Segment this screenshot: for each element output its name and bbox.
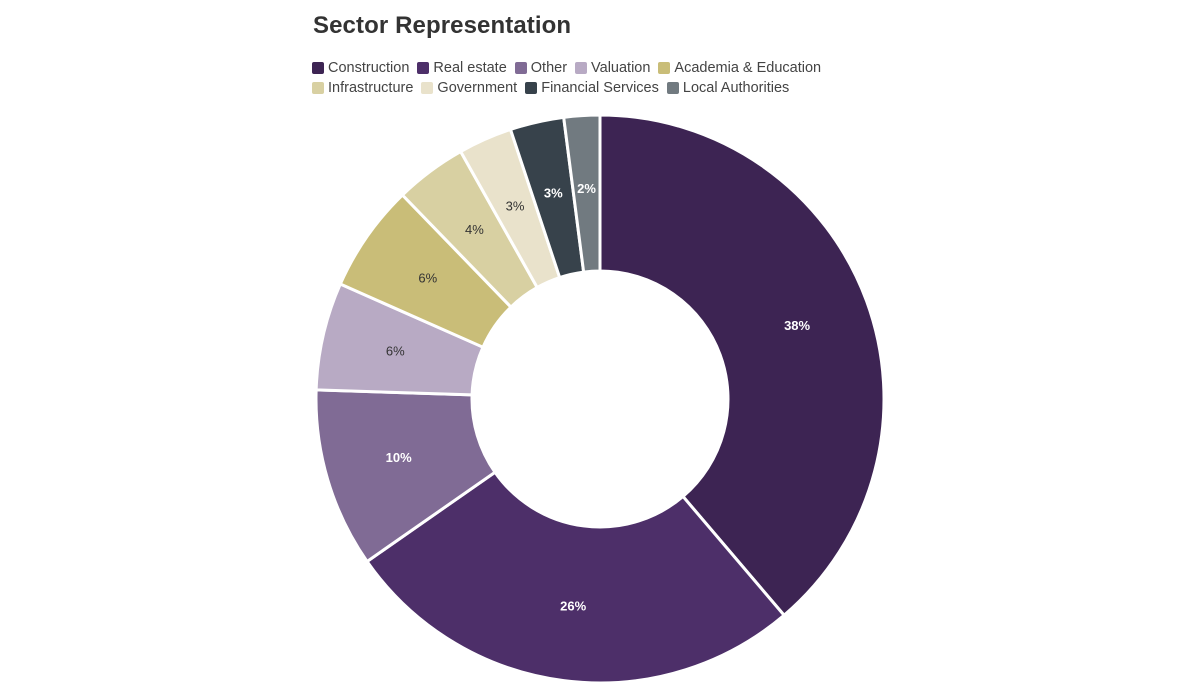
legend-item[interactable]: Local Authorities xyxy=(666,79,790,96)
donut-slice[interactable] xyxy=(562,113,602,274)
legend-item[interactable]: Other xyxy=(514,59,568,76)
legend-label: Valuation xyxy=(591,59,651,76)
legend-item[interactable]: Real estate xyxy=(417,59,507,76)
legend-label: Local Authorities xyxy=(682,79,790,96)
legend-label: Other xyxy=(530,59,568,76)
legend-label: Construction xyxy=(328,59,410,76)
legend-label: Financial Services xyxy=(541,79,659,96)
legend-item[interactable]: Construction xyxy=(312,59,409,76)
legend-swatch xyxy=(658,61,671,74)
legend-item[interactable]: Infrastructure xyxy=(312,79,413,96)
legend-item[interactable]: Academia & Education xyxy=(658,59,821,76)
legend-swatch xyxy=(312,61,324,74)
legend-swatch xyxy=(514,61,527,74)
legend-swatch xyxy=(666,81,679,94)
slice-data-label: 26% xyxy=(560,599,586,614)
legend-swatch xyxy=(421,81,434,94)
legend-label: Academia & Education xyxy=(674,59,822,76)
donut-slice[interactable] xyxy=(598,113,886,617)
legend-swatch xyxy=(312,81,324,94)
legend-label: Government xyxy=(437,79,518,96)
slice-data-label: 3% xyxy=(506,198,525,213)
legend-swatch xyxy=(525,81,538,94)
legend-item[interactable]: Government xyxy=(421,79,517,96)
slice-data-label: 6% xyxy=(386,344,405,359)
slice-data-label: 4% xyxy=(465,222,484,237)
legend-item[interactable]: Valuation xyxy=(575,59,650,76)
slice-data-label: 3% xyxy=(544,186,563,201)
chart-title: Sector Representation xyxy=(313,12,572,39)
legend-label: Infrastructure xyxy=(328,79,414,96)
slice-data-label: 2% xyxy=(577,181,596,196)
chart-legend: Construction Real estate Other Valuation Aca… xyxy=(312,59,872,96)
legend-swatch xyxy=(417,61,430,74)
donut-slice[interactable] xyxy=(365,470,786,685)
legend-item[interactable]: Financial Services xyxy=(525,79,659,96)
slice-data-label: 10% xyxy=(386,450,412,465)
slice-data-label: 38% xyxy=(784,318,810,333)
legend-swatch xyxy=(575,61,588,74)
slice-data-label: 6% xyxy=(418,270,437,285)
legend-label: Real estate xyxy=(433,59,507,76)
